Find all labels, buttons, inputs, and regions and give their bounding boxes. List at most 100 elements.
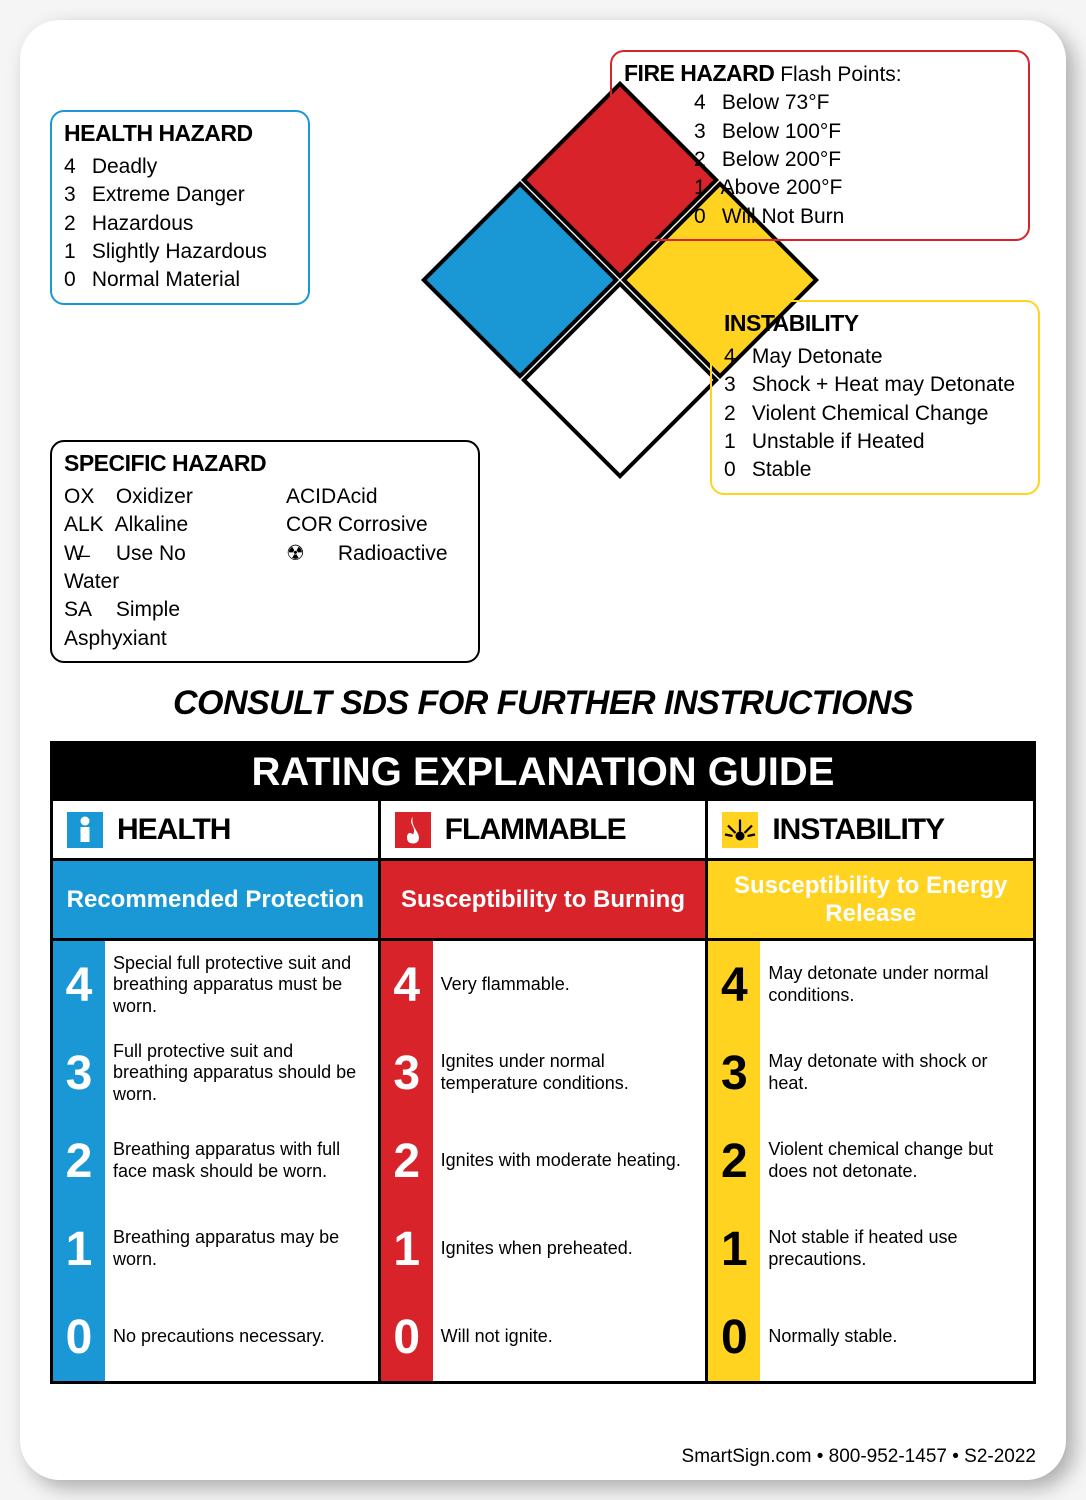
rating-item: 1 Unstable if Heated <box>724 428 1026 456</box>
guide-col-title: HEALTH <box>117 813 230 847</box>
guide-body: 4Special full protective suit and breath… <box>53 941 1033 1381</box>
rating-number: 1 <box>381 1205 433 1293</box>
fire-hazard-callout: FIRE HAZARD Flash Points: 4 Below 73°F3 … <box>610 50 1030 241</box>
rating-row: 1Ignites when preheated. <box>381 1205 706 1293</box>
specific-col2: ACID AcidCOR Corrosive☢ Radioactive <box>286 483 466 653</box>
rating-description: Violent chemical change but does not det… <box>760 1117 1033 1205</box>
rating-description: Breathing apparatus may be worn. <box>105 1205 378 1293</box>
rating-description: Ignites with moderate heating. <box>433 1117 706 1205</box>
rating-number: 0 <box>708 1293 760 1381</box>
rating-description: Full protective suit and breathing appar… <box>105 1029 378 1117</box>
rating-description: May detonate with shock or heat. <box>760 1029 1033 1117</box>
guide-col-sub: Recommended Protection <box>53 861 378 941</box>
rating-description: No precautions necessary. <box>105 1293 378 1381</box>
rating-item: 0 Normal Material <box>64 266 296 294</box>
rating-number: 2 <box>53 1117 105 1205</box>
health-icon <box>63 808 107 852</box>
health-hazard-title: HEALTH HAZARD <box>64 118 296 149</box>
fire-hazard-list: 4 Below 73°F3 Below 100°F2 Below 200°F1 … <box>624 89 1016 231</box>
rating-item: 4 May Detonate <box>724 343 1026 371</box>
fire-hazard-title: FIRE HAZARD <box>624 60 774 86</box>
instability-title: INSTABILITY <box>724 308 1026 339</box>
specific-item: W̶ Use No Water <box>64 540 244 597</box>
rating-number: 4 <box>708 941 760 1029</box>
rating-number: 1 <box>53 1205 105 1293</box>
health-hazard-list: 4 Deadly3 Extreme Danger2 Hazardous1 Sli… <box>64 153 296 295</box>
rating-item: 4 Deadly <box>64 153 296 181</box>
rating-number: 3 <box>708 1029 760 1117</box>
rating-item: 2 Below 200°F <box>694 146 1016 174</box>
rating-row: 2Breathing apparatus with full face mask… <box>53 1117 378 1205</box>
rating-row: 1Not stable if heated use precautions. <box>708 1205 1033 1293</box>
guide-col-title: INSTABILITY <box>772 813 944 847</box>
nfpa-sign: FIRE HAZARD Flash Points: 4 Below 73°F3 … <box>20 20 1066 1480</box>
rating-description: Ignites under normal temperature conditi… <box>433 1029 706 1117</box>
rating-row: 0No precautions necessary. <box>53 1293 378 1381</box>
consult-text: CONSULT SDS FOR FURTHER INSTRUCTIONS <box>50 684 1036 723</box>
specific-item: ACID Acid <box>286 483 466 511</box>
flammable-icon <box>391 808 435 852</box>
rating-row: 0Normally stable. <box>708 1293 1033 1381</box>
rating-row: 1Breathing apparatus may be worn. <box>53 1205 378 1293</box>
fire-hazard-subtitle: Flash Points: <box>780 63 901 86</box>
rating-description: May detonate under normal conditions. <box>760 941 1033 1029</box>
rating-number: 2 <box>708 1117 760 1205</box>
rating-item: 2 Violent Chemical Change <box>724 400 1026 428</box>
specific-item: ☢ Radioactive <box>286 540 466 568</box>
guide-col-sub: Susceptibility to Energy Release <box>708 861 1033 941</box>
specific-item: COR Corrosive <box>286 511 466 539</box>
rating-row: 3Ignites under normal temperature condit… <box>381 1029 706 1117</box>
rating-item: 2 Hazardous <box>64 210 296 238</box>
rating-item: 3 Shock + Heat may Detonate <box>724 371 1026 399</box>
specific-item: OX Oxidizer <box>64 483 244 511</box>
rating-number: 3 <box>381 1029 433 1117</box>
rating-row: 4Very flammable. <box>381 941 706 1029</box>
guide-col-head: HEALTH <box>53 801 378 861</box>
guide-title: RATING EXPLANATION GUIDE <box>53 744 1033 801</box>
rating-number: 4 <box>53 941 105 1029</box>
instability-list: 4 May Detonate3 Shock + Heat may Detonat… <box>724 343 1026 485</box>
rating-description: Normally stable. <box>760 1293 1033 1381</box>
rating-item: 3 Extreme Danger <box>64 181 296 209</box>
guide-column-subs: Recommended ProtectionSusceptibility to … <box>53 861 1033 941</box>
rating-item: 1 Above 200°F <box>694 174 1016 202</box>
rating-item: 1 Slightly Hazardous <box>64 238 296 266</box>
rating-row: 3Full protective suit and breathing appa… <box>53 1029 378 1117</box>
specific-col1: OX OxidizerALK AlkalineW̶ Use No WaterSA… <box>64 483 286 653</box>
guide-column-heads: HEALTH FLAMMABLE INSTABILITY <box>53 801 1033 861</box>
guide-col-head: INSTABILITY <box>708 801 1033 861</box>
specific-hazard-title: SPECIFIC HAZARD <box>64 448 466 479</box>
rating-description: Special full protective suit and breathi… <box>105 941 378 1029</box>
rating-description: Will not ignite. <box>433 1293 706 1381</box>
rating-row: 4May detonate under normal conditions. <box>708 941 1033 1029</box>
rating-item: 0 Stable <box>724 456 1026 484</box>
guide-col-title: FLAMMABLE <box>445 813 626 847</box>
rating-row: 4Special full protective suit and breath… <box>53 941 378 1029</box>
specific-item: SA Simple Asphyxiant <box>64 596 244 653</box>
rating-item: 0 Will Not Burn <box>694 203 1016 231</box>
footer-text: SmartSign.com • 800-952-1457 • S2-2022 <box>682 1446 1036 1468</box>
rating-number: 0 <box>53 1293 105 1381</box>
rating-number: 1 <box>708 1205 760 1293</box>
guide-col-sub: Susceptibility to Burning <box>381 861 706 941</box>
rating-row: 2Ignites with moderate heating. <box>381 1117 706 1205</box>
rating-item: 3 Below 100°F <box>694 118 1016 146</box>
specific-hazard-callout: SPECIFIC HAZARD OX OxidizerALK AlkalineW… <box>50 440 480 663</box>
rating-number: 3 <box>53 1029 105 1117</box>
specific-item: ALK Alkaline <box>64 511 244 539</box>
rating-row: 0Will not ignite. <box>381 1293 706 1381</box>
rating-description: Breathing apparatus with full face mask … <box>105 1117 378 1205</box>
rating-number: 4 <box>381 941 433 1029</box>
rating-item: 4 Below 73°F <box>694 89 1016 117</box>
rating-guide: RATING EXPLANATION GUIDE HEALTH FLAMMABLE… <box>50 741 1036 1384</box>
rating-row: 3May detonate with shock or heat. <box>708 1029 1033 1117</box>
rating-description: Very flammable. <box>433 941 706 1029</box>
rating-number: 0 <box>381 1293 433 1381</box>
top-section: FIRE HAZARD Flash Points: 4 Below 73°F3 … <box>50 50 1036 670</box>
rating-number: 2 <box>381 1117 433 1205</box>
instability-icon <box>718 808 762 852</box>
rating-description: Ignites when preheated. <box>433 1205 706 1293</box>
health-hazard-callout: HEALTH HAZARD 4 Deadly3 Extreme Danger2 … <box>50 110 310 305</box>
rating-description: Not stable if heated use precautions. <box>760 1205 1033 1293</box>
instability-callout: INSTABILITY 4 May Detonate3 Shock + Heat… <box>710 300 1040 495</box>
